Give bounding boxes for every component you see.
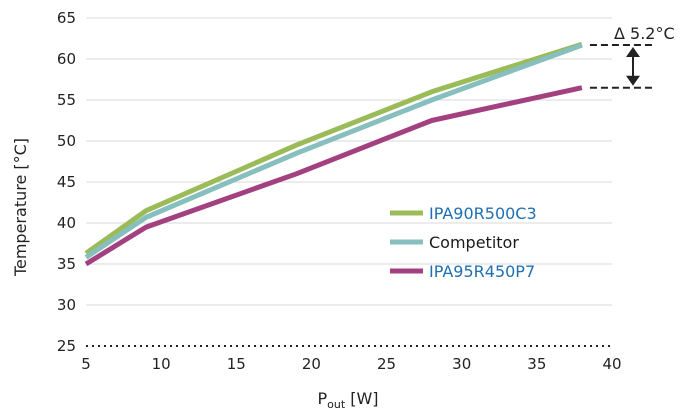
series-line-1 — [84, 41, 583, 256]
x-tick-label: 35 — [527, 355, 546, 373]
x-tick-label: 20 — [302, 355, 321, 373]
y-tick-label: 60 — [57, 50, 76, 68]
y-tick-label: 30 — [57, 296, 76, 314]
y-tick-label: 25 — [57, 337, 76, 355]
x-tick-label: 25 — [377, 355, 396, 373]
x-axis-title-subscript: out — [327, 398, 346, 411]
series-lines — [84, 41, 583, 267]
series-line-3 — [84, 85, 583, 267]
x-tick-label: 10 — [152, 355, 171, 373]
y-tick-label: 35 — [57, 255, 76, 273]
x-tick-label: 30 — [452, 355, 471, 373]
legend-label: Competitor — [429, 233, 519, 252]
y-tick-label: 40 — [57, 214, 76, 232]
y-tick-label: 65 — [57, 9, 76, 27]
series-line-2 — [84, 42, 583, 260]
y-tick-label: 50 — [57, 132, 76, 150]
x-axis-title-unit: [W] — [345, 389, 378, 408]
arrow-down-icon — [626, 75, 640, 86]
x-axis-title: Pout [W] — [317, 389, 378, 411]
y-tick-label: 55 — [57, 91, 76, 109]
annotation-label: Δ 5.2°C — [614, 24, 675, 43]
x-axis-title-main: P — [317, 389, 327, 408]
delta-annotation: Δ 5.2°C — [589, 24, 675, 89]
x-tick-label: 40 — [602, 355, 621, 373]
y-axis-title: Temperature [°C] — [11, 138, 30, 277]
grid-lines — [86, 17, 612, 347]
x-tick-labels: 5 10 15 20 25 30 35 40 — [81, 355, 621, 373]
x-tick-label: 5 — [81, 355, 91, 373]
legend-label: IPA95R450P7 — [429, 262, 535, 281]
x-tick-label: 15 — [227, 355, 246, 373]
arrow-up-icon — [626, 47, 640, 58]
legend: IPA90R500C3 Competitor IPA95R450P7 — [390, 204, 537, 281]
legend-label: IPA90R500C3 — [429, 204, 537, 223]
y-tick-labels: 25 30 35 40 45 50 55 60 65 — [57, 9, 76, 355]
y-tick-label: 45 — [57, 173, 76, 191]
